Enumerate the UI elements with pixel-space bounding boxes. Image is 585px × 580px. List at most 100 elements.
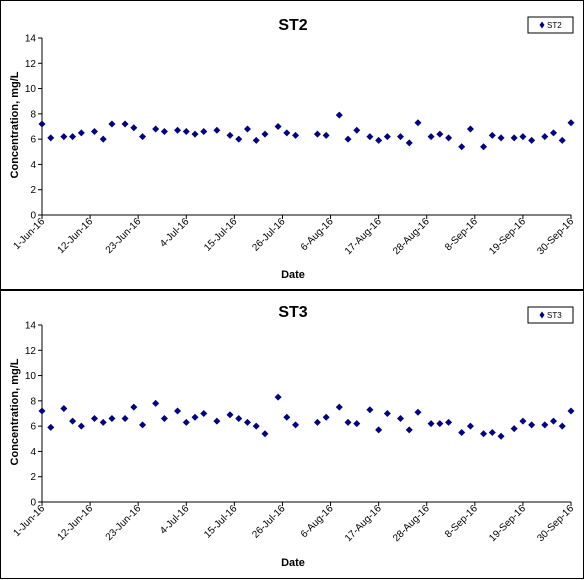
data-point [174,126,182,134]
x-tick-label: 19-Sep-16 [487,503,528,544]
data-point [200,410,208,417]
data-point [139,133,147,141]
y-tick-label: 6 [30,422,36,433]
x-tick-label: 23-Jun-16 [104,503,144,543]
legend-label: ST2 [547,21,562,30]
y-tick-label: 2 [30,472,36,483]
y-tick-label: 10 [25,84,37,95]
data-point [174,407,182,415]
data-point [90,128,98,136]
data-point [383,133,391,141]
x-tick-label: 30-Sep-16 [535,216,576,257]
y-axis-title: Concentration, mg/L [9,71,21,178]
data-point [366,133,374,141]
x-axis-title: Date [281,557,305,569]
data-point [558,136,566,144]
data-point [405,426,413,434]
y-tick-label: 14 [25,321,37,332]
data-point [550,129,558,137]
data-point [322,131,330,139]
y-tick-label: 0 [30,211,36,222]
y-tick-label: 4 [30,447,36,458]
data-point [60,404,68,412]
data-point [383,410,391,417]
data-point [77,129,85,137]
data-point [283,129,291,137]
data-point [182,128,190,136]
data-point [335,403,343,411]
x-tick-label: 26-Jul-16 [250,503,288,541]
data-point [466,422,474,430]
x-tick-label: 30-Sep-16 [535,503,576,544]
data-point [121,120,129,128]
data-point [292,131,300,139]
x-tick-label: 28-Aug-16 [391,503,432,544]
legend-box [527,306,574,324]
x-tick-label: 1-Jun-16 [11,503,47,539]
legend-marker [539,311,545,319]
data-point [226,411,234,419]
data-point [191,413,199,421]
chart-st3: ST3 Concentration, mg/L Date 0 2 4 6 8 10 12 14… [9,304,576,569]
data-point [510,134,518,142]
data-point [427,420,435,428]
data-point [99,418,107,426]
data-point [313,418,321,426]
legend-box [527,16,574,34]
plot-area: 0 2 4 6 8 10 12 14 1-Jun-16 12-Jun-16 23-Jun-16 4-J… [11,34,576,258]
x-tick-label: 15-Jul-16 [202,216,240,254]
data-point [528,136,536,144]
data-point [466,125,474,133]
y-tick-label: 10 [25,371,37,382]
data-point [243,125,251,133]
y-tick-label: 2 [30,185,36,196]
data-point [567,119,575,127]
data-point [458,428,466,436]
data-point [252,422,260,430]
chart-title: ST3 [278,304,307,321]
data-point [445,418,453,426]
y-tick-label: 14 [25,34,37,45]
data-point [445,134,453,142]
x-tick-label: 12-Jun-16 [56,503,96,543]
x-tick-label: 8-Sep-16 [443,216,480,253]
data-point [480,143,488,151]
chart-panel-st2: ST2 Concentration, mg/L Date 0 2 4 6 8 10 12 14… [0,0,584,290]
x-tick-label: 8-Sep-16 [443,503,480,540]
data-point [108,415,116,423]
data-point [375,426,383,434]
data-point [274,123,282,130]
data-point [274,393,282,401]
data-point [47,423,55,431]
data-point [405,139,413,147]
data-point [322,413,330,421]
data-point [235,415,243,423]
x-tick-label: 6-Aug-16 [299,503,336,540]
data-point [47,134,55,142]
y-tick-label: 8 [30,396,36,407]
y-axis-title: Concentration, mg/L [9,358,21,465]
data-point [414,408,422,416]
data-point [121,415,129,423]
data-point [375,136,383,144]
y-tick-label: 6 [30,135,36,146]
data-point [541,133,549,141]
x-axis-title: Date [281,269,305,281]
data-point [38,120,46,128]
data-point [182,418,190,426]
data-point [99,135,107,143]
data-point [77,422,85,430]
legend-label: ST3 [547,311,562,320]
y-tick-label: 8 [30,109,36,120]
legend: ST2 [527,16,574,34]
x-tick-label: 4-Jul-16 [158,216,192,250]
data-point [160,128,168,136]
data-point [558,422,566,430]
x-tick-label: 6-Aug-16 [299,216,336,253]
x-tick-label: 15-Jul-16 [202,503,240,541]
data-point [436,130,444,138]
data-point [38,407,46,415]
data-point [366,406,374,414]
data-point [313,130,321,138]
